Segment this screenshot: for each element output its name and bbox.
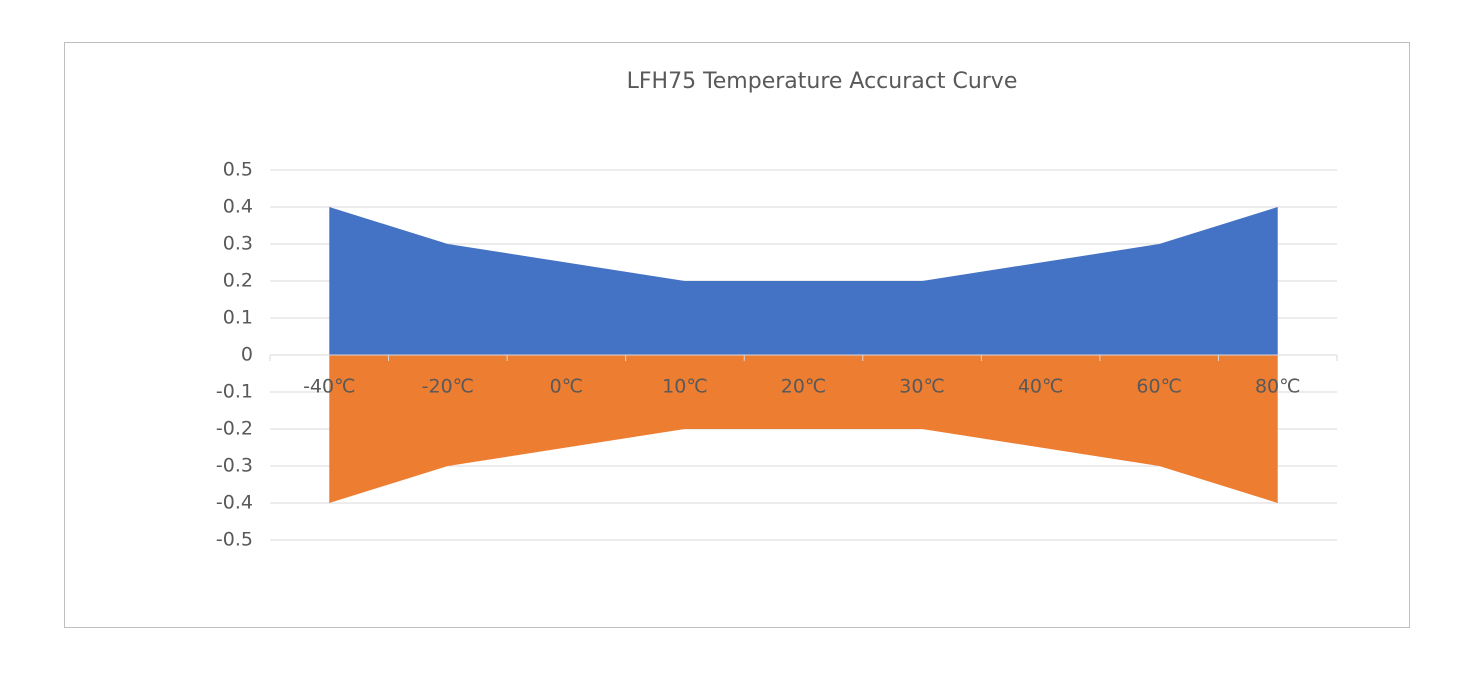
x-tick-label: -40℃ [303,376,355,398]
x-tick-label: 60℃ [1136,376,1182,398]
y-tick-label: 0.3 [223,233,253,255]
x-tick-label: 20℃ [781,376,827,398]
x-tick-label: 80℃ [1255,376,1301,398]
x-tick-label: 40℃ [1018,376,1064,398]
area [329,355,1278,503]
x-tick-label: -20℃ [422,376,474,398]
chart-title: LFH75 Temperature Accuract Curve [627,69,1018,94]
y-tick-label: -0.3 [216,455,253,477]
x-tick-label: 10℃ [662,376,708,398]
y-tick-label: 0.1 [223,307,253,329]
y-tick-label: -0.2 [216,418,253,440]
x-tick-label: 30℃ [899,376,945,398]
y-tick-label: -0.1 [216,381,253,403]
x-tick-label: 0℃ [550,376,583,398]
y-tick-label: 0.2 [223,270,253,292]
y-tick-label: 0.4 [223,196,253,218]
y-tick-label: -0.4 [216,492,253,514]
y-tick-label: -0.5 [216,529,253,551]
y-tick-label: 0 [241,344,253,366]
area [329,207,1278,355]
y-tick-label: 0.5 [223,159,253,181]
